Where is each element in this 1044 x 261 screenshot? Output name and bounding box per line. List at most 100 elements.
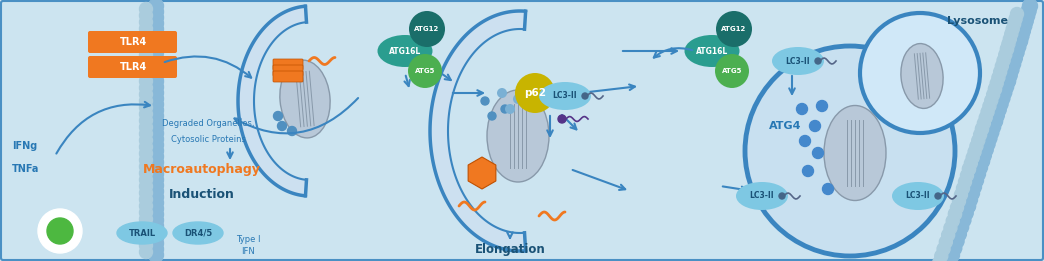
Circle shape (148, 161, 164, 176)
Circle shape (993, 96, 1009, 111)
Circle shape (140, 199, 152, 212)
Text: p62: p62 (524, 88, 546, 98)
Ellipse shape (117, 222, 167, 244)
Ellipse shape (685, 35, 739, 67)
Circle shape (148, 97, 164, 112)
FancyBboxPatch shape (88, 56, 177, 78)
Circle shape (148, 155, 164, 170)
Circle shape (1006, 22, 1019, 35)
Circle shape (940, 235, 952, 248)
Circle shape (954, 188, 968, 201)
Text: TRAIL: TRAIL (128, 228, 156, 238)
Circle shape (1003, 33, 1017, 45)
Circle shape (148, 195, 164, 210)
Circle shape (274, 111, 283, 121)
Text: ATG16L: ATG16L (388, 46, 421, 56)
Circle shape (953, 220, 969, 234)
Circle shape (148, 184, 164, 199)
Circle shape (715, 54, 749, 88)
Circle shape (1000, 43, 1014, 56)
Circle shape (999, 79, 1014, 94)
Circle shape (148, 167, 164, 181)
Circle shape (956, 182, 970, 195)
Circle shape (977, 117, 991, 130)
Circle shape (990, 108, 1004, 123)
Circle shape (1000, 74, 1016, 88)
Circle shape (140, 186, 152, 199)
Circle shape (140, 180, 152, 193)
Circle shape (934, 250, 948, 261)
Circle shape (942, 228, 954, 241)
Circle shape (975, 122, 989, 135)
Circle shape (148, 230, 164, 245)
Text: Type I: Type I (236, 234, 260, 244)
Circle shape (989, 82, 1001, 96)
Circle shape (148, 74, 164, 89)
FancyBboxPatch shape (272, 65, 303, 76)
Circle shape (960, 199, 975, 213)
FancyBboxPatch shape (272, 59, 303, 70)
Circle shape (963, 163, 975, 175)
Circle shape (148, 126, 164, 141)
Text: Induction: Induction (169, 188, 235, 201)
Circle shape (140, 62, 152, 75)
Text: LC3-II: LC3-II (906, 192, 930, 200)
Circle shape (949, 207, 962, 221)
Text: IFN: IFN (241, 246, 255, 256)
Circle shape (823, 183, 833, 194)
Circle shape (140, 94, 152, 108)
Circle shape (140, 88, 152, 101)
Circle shape (716, 11, 752, 47)
Circle shape (1007, 17, 1021, 31)
Circle shape (140, 75, 152, 88)
Circle shape (140, 3, 152, 15)
Polygon shape (518, 86, 535, 106)
Circle shape (965, 186, 979, 201)
Circle shape (148, 132, 164, 147)
Circle shape (278, 122, 286, 130)
Text: ATG12: ATG12 (721, 26, 746, 32)
Circle shape (148, 51, 164, 66)
Circle shape (148, 172, 164, 187)
Circle shape (1002, 68, 1017, 83)
Text: LC3-II: LC3-II (750, 192, 775, 200)
Ellipse shape (378, 35, 432, 67)
FancyBboxPatch shape (88, 31, 177, 53)
Circle shape (995, 91, 1010, 106)
Circle shape (1018, 14, 1034, 28)
Circle shape (983, 125, 999, 140)
Circle shape (956, 212, 971, 228)
Circle shape (950, 201, 964, 214)
Circle shape (994, 65, 1006, 78)
Circle shape (989, 82, 1001, 96)
Circle shape (140, 29, 152, 42)
Circle shape (815, 58, 821, 64)
Circle shape (148, 33, 164, 48)
Circle shape (982, 131, 997, 146)
Circle shape (148, 149, 164, 164)
Circle shape (945, 247, 959, 261)
Circle shape (148, 4, 164, 19)
Text: ATG12: ATG12 (414, 26, 440, 32)
Circle shape (140, 42, 152, 55)
Circle shape (140, 226, 152, 239)
Circle shape (481, 97, 489, 105)
Polygon shape (468, 157, 496, 189)
Text: ATG5: ATG5 (414, 68, 435, 74)
Text: Elongation: Elongation (475, 242, 545, 256)
Circle shape (949, 234, 964, 248)
Circle shape (988, 114, 1002, 128)
Text: Lysosome: Lysosome (948, 16, 1009, 26)
Ellipse shape (539, 82, 591, 110)
Polygon shape (238, 6, 307, 196)
Circle shape (974, 153, 990, 169)
Circle shape (148, 10, 164, 25)
Ellipse shape (892, 182, 944, 210)
Circle shape (148, 68, 164, 83)
Circle shape (409, 11, 445, 47)
Circle shape (973, 160, 988, 175)
Text: IFNg: IFNg (11, 141, 38, 151)
Circle shape (1010, 45, 1024, 60)
Circle shape (140, 239, 152, 252)
Ellipse shape (901, 44, 943, 108)
